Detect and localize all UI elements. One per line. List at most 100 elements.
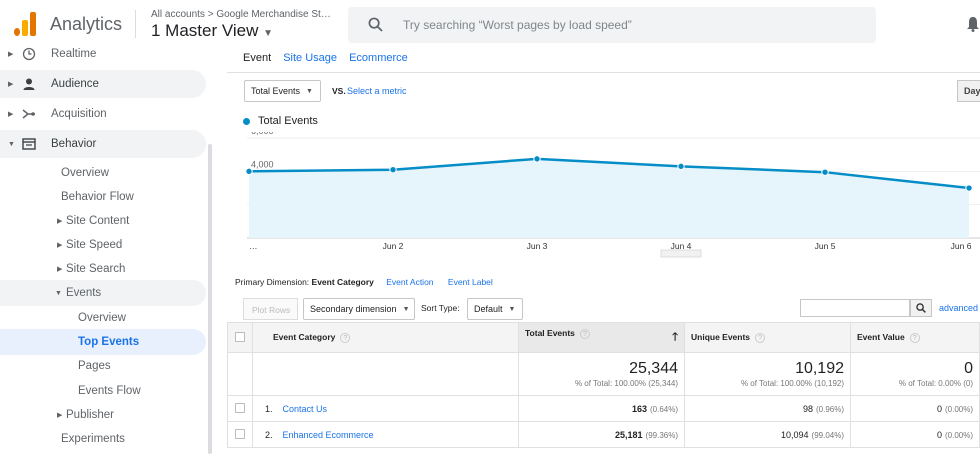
sidebar-item-events[interactable]: ▼ Events [0, 280, 206, 306]
account-breadcrumb[interactable]: All accounts > Google Merchandise St… [151, 9, 331, 20]
event-category-cell: 1. Contact Us [252, 395, 519, 422]
day-button[interactable]: Day [957, 80, 980, 102]
total-value: 0 [964, 360, 973, 377]
column-header-label: Event Value [857, 332, 905, 342]
select-all-checkbox[interactable] [235, 331, 245, 342]
totals-empty-cell [227, 352, 253, 396]
column-header-unique-events[interactable]: Unique Events? [684, 322, 851, 353]
plot-rows-button[interactable]: Plot Rows [243, 298, 298, 320]
primary-dimension-label: Primary Dimension: [235, 277, 310, 287]
sidebar-item-events-overview[interactable]: Overview [0, 305, 206, 331]
report-tabs: Event Site Usage Ecommerce [243, 52, 417, 64]
column-header-event-category[interactable]: Event Category? [252, 322, 519, 353]
table-filter-input[interactable] [800, 299, 910, 317]
column-header-event-value[interactable]: Event Value? [850, 322, 980, 353]
search-icon [368, 17, 383, 32]
help-icon[interactable]: ? [579, 329, 590, 339]
report-area: Event Site Usage Ecommerce Total Events ▼… [227, 48, 980, 453]
cell-percent: (0.64%) [649, 404, 678, 414]
dimension-event-label[interactable]: Event Label [447, 277, 493, 287]
data-point [245, 167, 253, 176]
tab-event[interactable]: Event [243, 52, 272, 64]
row-checkbox[interactable] [235, 428, 245, 439]
help-icon[interactable]: ? [909, 333, 920, 343]
metric-select[interactable]: Total Events ▼ [244, 80, 321, 102]
total-percent: % of Total: 100.00% (10,192) [740, 379, 844, 388]
sidebar-item-behavior-flow[interactable]: Behavior Flow [0, 184, 206, 210]
analytics-logo-icon[interactable] [14, 12, 38, 36]
x-tick-label: … [249, 241, 258, 251]
view-selector[interactable]: 1 Master View ▼ [151, 21, 273, 41]
table-row: 1. Contact Us 163 (0.64%) 98 (0.96%) 0 (0.00… [227, 395, 980, 422]
bell-icon[interactable] [966, 16, 980, 32]
sidebar: ▶ Realtime ▶ Audience ▶ Acquisition ▼ Be… [0, 47, 215, 454]
caret-right-icon: ▶ [57, 242, 63, 249]
sidebar-item-label: Events [66, 287, 102, 299]
clock-icon [22, 47, 36, 61]
events-table: Event Category? Total Events? 🡑 Unique Ev… [227, 322, 980, 448]
cell-percent: (0.00%) [944, 430, 973, 440]
unique-events-cell: 98 (0.96%) [684, 395, 851, 422]
sidebar-item-label: Top Events [78, 336, 140, 348]
secondary-dimension-select[interactable]: Secondary dimension ▼ [303, 298, 415, 320]
sidebar-item-label: Site Speed [66, 239, 123, 251]
row-select-cell [227, 421, 253, 448]
select-metric-link[interactable]: Select a metric [347, 86, 407, 96]
search-bar[interactable]: Try searching “Worst pages by load speed… [348, 7, 876, 43]
search-placeholder: Try searching “Worst pages by load speed… [403, 18, 632, 32]
event-category-link[interactable]: Contact Us [282, 403, 328, 414]
table-header-row: Event Category? Total Events? 🡑 Unique Ev… [227, 322, 980, 353]
caret-right-icon: ▶ [57, 218, 63, 225]
sidebar-item-realtime[interactable]: ▶ Realtime [0, 40, 206, 68]
x-tick-label: Jun 6 [951, 241, 972, 251]
sidebar-item-experiments[interactable]: Experiments [0, 426, 206, 452]
caret-right-icon: ▶ [57, 412, 63, 419]
legend-dot [243, 117, 250, 125]
data-point [677, 162, 685, 171]
advanced-filter-link[interactable]: advanced [939, 303, 979, 313]
data-point [389, 165, 397, 174]
caret-down-icon: ▼ [8, 140, 15, 148]
sidebar-item-pages[interactable]: Pages [0, 353, 206, 379]
sidebar-scrollbar[interactable] [208, 144, 212, 454]
sidebar-item-top-events[interactable]: Top Events [0, 329, 206, 355]
tab-ecommerce[interactable]: Ecommerce [349, 52, 408, 64]
event-category-link[interactable]: Enhanced Ecommerce [282, 429, 374, 440]
help-icon[interactable]: ? [340, 333, 351, 343]
sidebar-item-publisher[interactable]: ▶ Publisher [0, 402, 206, 428]
column-header-label: Total Events [525, 328, 575, 338]
caret-down-icon: ▼ [402, 305, 410, 313]
total-events-cell: 25,181 (99.36%) [518, 421, 685, 448]
caret-down-icon: ▼ [263, 28, 274, 39]
tab-site-usage[interactable]: Site Usage [283, 52, 338, 64]
sidebar-item-acquisition[interactable]: ▶ Acquisition [0, 100, 206, 128]
help-icon[interactable]: ? [755, 333, 766, 343]
sidebar-item-audience[interactable]: ▶ Audience [0, 70, 206, 98]
cell-value: 10,094 [781, 429, 809, 440]
sidebar-item-behavior[interactable]: ▼ Behavior [0, 130, 206, 158]
chart-legend: Total Events [243, 115, 318, 127]
primary-dimension-active: Event Category [311, 277, 374, 287]
event-value-cell: 0 (0.00%) [850, 421, 980, 448]
sidebar-item-label: Realtime [51, 48, 97, 60]
unique-events-total: 10,192 % of Total: 100.00% (10,192) [684, 352, 851, 396]
cell-percent: (99.36%) [645, 430, 678, 440]
dimension-event-action[interactable]: Event Action [386, 277, 434, 287]
filter-search-button[interactable] [910, 299, 932, 317]
sort-type-value: Default [474, 304, 503, 314]
row-checkbox[interactable] [235, 402, 245, 413]
sidebar-item-site-search[interactable]: ▶ Site Search [0, 256, 206, 282]
behavior-icon [22, 138, 36, 150]
header-divider [135, 10, 136, 38]
sidebar-item-site-content[interactable]: ▶ Site Content [0, 208, 206, 234]
metric-select-value: Total Events [251, 86, 301, 96]
sidebar-item-site-speed[interactable]: ▶ Site Speed [0, 232, 206, 258]
sidebar-item-label: Pages [78, 360, 111, 372]
row-index: 2. [265, 429, 273, 440]
data-point [821, 168, 829, 176]
sidebar-item-behavior-overview[interactable]: Overview [0, 160, 206, 186]
sidebar-item-events-flow[interactable]: Events Flow [0, 378, 206, 404]
column-header-total-events[interactable]: Total Events? 🡑 [518, 322, 685, 353]
sort-type-select[interactable]: Default ▼ [467, 298, 523, 320]
